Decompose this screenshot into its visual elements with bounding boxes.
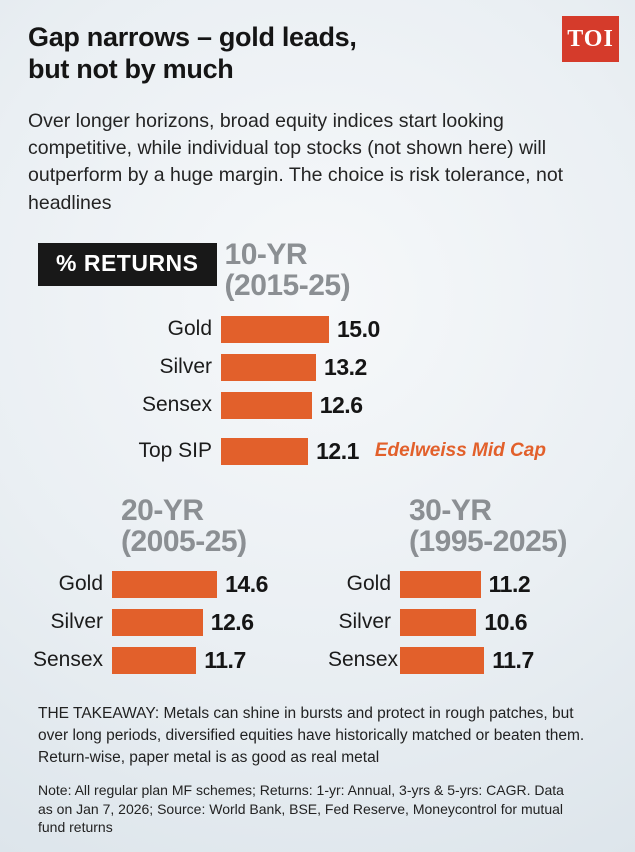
bar-label: Top SIP: [138, 439, 212, 463]
bar-chart-30yr: Gold 11.2 Silver 10.6 Sensex 11.7: [328, 570, 609, 674]
intro-text: Over longer horizons, broad equity indic…: [28, 109, 564, 214]
title-line-2: but not by much: [28, 53, 234, 84]
period-header-20yr: 20-YR (2005-25): [121, 495, 328, 558]
bar-row: Top SIP 12.1 Edelweiss Mid Cap: [28, 437, 609, 465]
bar-value: 11.7: [204, 646, 246, 673]
period-title-10yr: 10-YR: [224, 237, 308, 271]
chart-10yr-header: % RETURNS 10-YR (2015-25): [28, 239, 609, 302]
bar-value: 15.0: [337, 315, 380, 342]
period-subtitle-30yr: (1995-2025): [409, 525, 567, 559]
bar-value: 12.6: [319, 391, 363, 418]
bar: [221, 315, 329, 343]
bar: [221, 353, 317, 381]
bar-value: 11.7: [492, 646, 534, 673]
bar: [400, 570, 481, 598]
bar-label: Gold: [167, 317, 212, 341]
chart-10yr: % RETURNS 10-YR (2015-25) Gold 15.0 Silver…: [28, 239, 609, 465]
bar-row: Gold 11.2: [328, 570, 609, 598]
bar-value: 10.6: [484, 608, 528, 635]
bar-label: Gold: [58, 572, 103, 596]
toi-logo: TOI: [562, 16, 619, 62]
bar-value: 12.1: [316, 437, 359, 464]
bar-row: Sensex 11.7: [328, 646, 609, 674]
period-title-30yr: 30-YR: [409, 493, 492, 527]
period-subtitle-10yr: (2015-25): [224, 269, 351, 303]
bar: [112, 646, 197, 674]
bar-label: Sensex: [328, 648, 399, 672]
period-header-10yr: 10-YR (2015-25): [225, 239, 351, 302]
bar-value: 11.2: [488, 570, 531, 597]
bar: [400, 646, 485, 674]
bar-row: Silver 12.6: [28, 608, 328, 636]
bar-row: Gold 14.6: [28, 570, 328, 598]
bar-row: Sensex 12.6: [28, 391, 609, 419]
period-header-30yr: 30-YR (1995-2025): [409, 495, 609, 558]
bar: [221, 437, 309, 465]
bar-row: Gold 15.0: [28, 315, 609, 343]
bar-label: Silver: [50, 610, 103, 634]
bar-value: 12.6: [210, 608, 254, 635]
bar: [112, 570, 218, 598]
returns-badge: % RETURNS: [38, 242, 217, 286]
bar-chart-20yr: Gold 14.6 Silver 12.6 Sensex 11.7: [28, 570, 328, 674]
bottom-charts: 20-YR (2005-25) Gold 14.6 Silver 12.6 Sensex…: [28, 495, 609, 685]
period-subtitle-20yr: (2005-25): [121, 525, 247, 559]
bar-annotation: Edelweiss Mid Cap: [374, 440, 546, 462]
chart-20yr: 20-YR (2005-25) Gold 14.6 Silver 12.6 Sensex…: [28, 495, 328, 685]
bar-row: Silver 13.2: [28, 353, 609, 381]
bar-row: Sensex 11.7: [28, 646, 328, 674]
bar-value: 13.2: [324, 353, 367, 380]
bar-row: Silver 10.6: [328, 608, 609, 636]
bar-label: Silver: [159, 355, 212, 379]
bar: [112, 608, 203, 636]
bar: [221, 391, 312, 419]
source-note: Note: All regular plan MF schemes; Retur…: [38, 781, 564, 836]
bar-value: 14.6: [225, 570, 268, 597]
bar-label: Sensex: [141, 393, 212, 417]
bar-label: Gold: [346, 572, 391, 596]
bar-chart-10yr: Gold 15.0 Silver 13.2 Sensex 12.6 Top SIP 12.1 E…: [28, 315, 609, 465]
takeaway-text: THE TAKEAWAY: Metals can shine in bursts…: [38, 704, 585, 766]
bar-label: Sensex: [32, 648, 103, 672]
bar: [400, 608, 477, 636]
chart-30yr: 30-YR (1995-2025) Gold 11.2 Silver 10.6 Sens…: [328, 495, 609, 685]
bar-label: Silver: [338, 610, 391, 634]
period-title-20yr: 20-YR: [121, 493, 204, 527]
title-line-1: Gap narrows – gold leads,: [28, 22, 357, 52]
page-title: Gap narrows – gold leads, but not by much: [28, 22, 528, 86]
